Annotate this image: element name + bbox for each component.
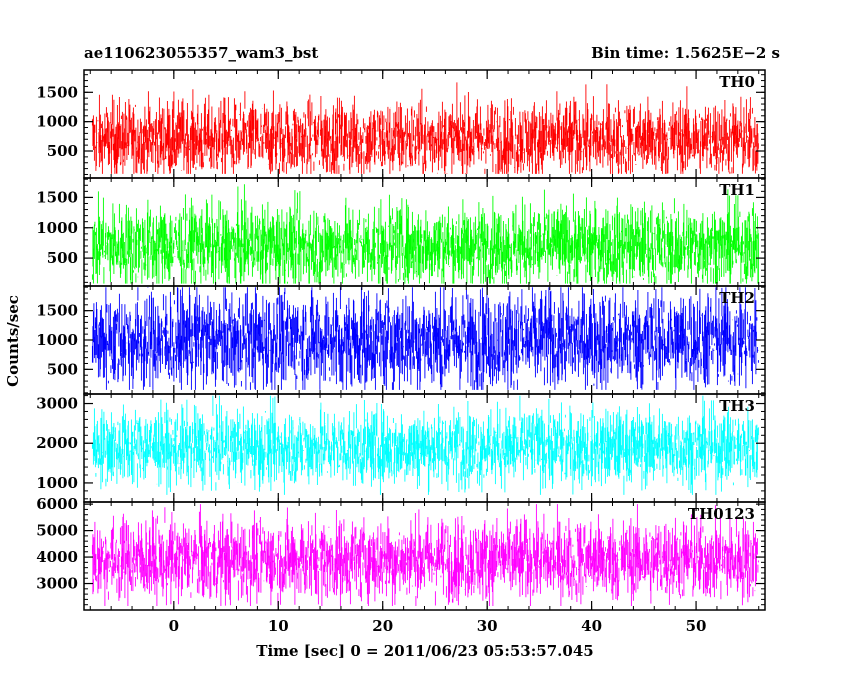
y-axis-label: Counts/sec <box>4 295 22 387</box>
chart-title-left: ae110623055357_wam3_bst <box>84 44 319 62</box>
y-tick-label: 4000 <box>36 548 78 566</box>
panel-label-th0123: TH0123 <box>688 505 755 523</box>
x-tick-label: 30 <box>477 617 498 635</box>
y-tick-label: 1000 <box>36 331 78 349</box>
panel-label-th2: TH2 <box>719 289 755 307</box>
x-tick-label: 40 <box>581 617 602 635</box>
y-tick-label: 1500 <box>36 188 78 206</box>
x-tick-label: 10 <box>268 617 289 635</box>
y-tick-label: 6000 <box>36 495 78 513</box>
panel-label-th0: TH0 <box>719 73 755 91</box>
series-trace-th2 <box>91 287 759 390</box>
y-tick-label: 1000 <box>36 113 78 131</box>
panel-label-th3: TH3 <box>719 397 755 415</box>
y-tick-label: 1500 <box>36 302 78 320</box>
series-trace-th1 <box>91 184 759 284</box>
y-tick-label: 500 <box>47 142 78 160</box>
y-tick-label: 500 <box>47 249 78 267</box>
series-trace-th3 <box>91 395 759 495</box>
y-tick-label: 1500 <box>36 83 78 101</box>
panel-label-th1: TH1 <box>719 181 755 199</box>
y-tick-label: 3000 <box>36 395 78 413</box>
y-tick-label: 500 <box>47 360 78 378</box>
series-trace-th0123 <box>91 504 759 606</box>
series-trace-th0 <box>91 82 759 174</box>
y-tick-label: 1000 <box>36 219 78 237</box>
x-tick-label: 20 <box>372 617 393 635</box>
x-axis-label: Time [sec] 0 = 2011/06/23 05:53:57.045 <box>256 642 593 660</box>
x-tick-label: 50 <box>686 617 707 635</box>
y-tick-label: 2000 <box>36 434 78 452</box>
bin-time-label: Bin time: 1.5625E−2 s <box>591 44 780 62</box>
y-tick-label: 1000 <box>36 474 78 492</box>
y-tick-label: 5000 <box>36 522 78 540</box>
y-tick-label: 3000 <box>36 575 78 593</box>
x-tick-label: 0 <box>169 617 179 635</box>
